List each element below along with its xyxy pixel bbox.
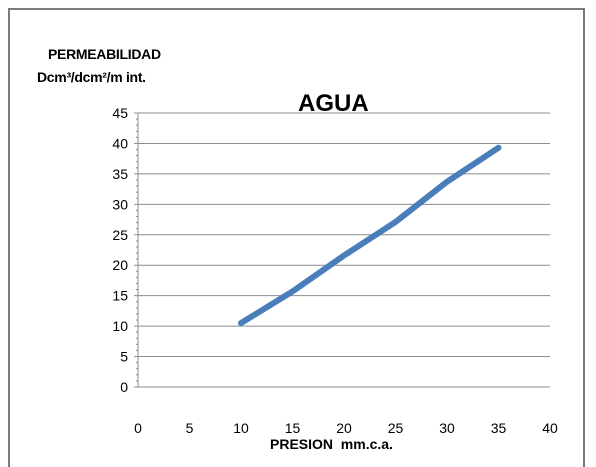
y-tick-label: 0: [120, 379, 128, 395]
x-axis-label: PRESION mm.c.a.: [270, 436, 393, 452]
x-tick-label: 30: [439, 420, 455, 436]
data-point: [498, 147, 499, 149]
x-tick-label: 35: [491, 420, 507, 436]
x-tick-label: 10: [233, 420, 249, 436]
data-point: [240, 322, 242, 324]
x-tick-label: 15: [285, 420, 301, 436]
data-point: [292, 290, 293, 292]
x-tick-label: 25: [388, 420, 404, 436]
chart-frame: [8, 8, 585, 467]
y-tick-label: 25: [112, 227, 128, 243]
series-line-0: [238, 144, 502, 327]
y-tick-label: 35: [112, 166, 128, 182]
data-point: [395, 221, 396, 223]
data-point: [343, 254, 345, 256]
y-tick-label: 45: [112, 105, 128, 121]
y-tick-label: 15: [112, 288, 128, 304]
x-tick-label: 40: [542, 420, 558, 436]
x-tick-label: 5: [186, 420, 194, 436]
y-axis-label-line1: PERMEABILIDAD: [48, 46, 161, 62]
x-tick-label: 0: [134, 420, 142, 436]
y-tick-label: 10: [112, 318, 128, 334]
y-axis-label-line2: Dcm³/dcm²/m int.: [37, 69, 146, 85]
y-tick-label: 30: [112, 196, 128, 212]
x-tick-label: 20: [336, 420, 352, 436]
data-point: [446, 181, 448, 183]
y-tick-label: 5: [120, 349, 128, 365]
y-tick-label: 20: [112, 257, 128, 273]
y-tick-label: 40: [112, 135, 128, 151]
